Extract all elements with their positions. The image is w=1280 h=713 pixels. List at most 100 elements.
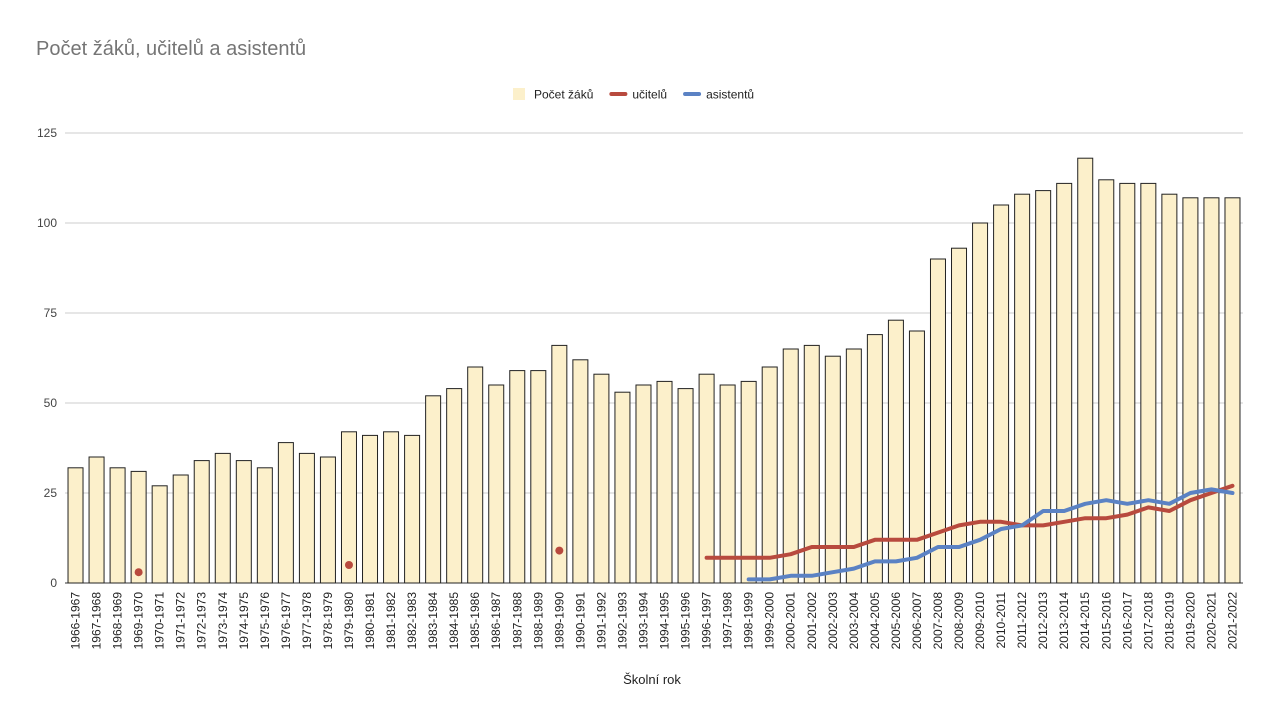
bar — [1161, 193, 1178, 584]
bar — [530, 370, 547, 584]
x-tick-label: 2016-2017 — [1120, 592, 1134, 650]
x-tick-label: 1982-1983 — [405, 592, 419, 650]
bar — [298, 452, 315, 584]
x-tick-label: 1977-1978 — [300, 592, 314, 650]
line-series-asistentů — [746, 487, 1235, 582]
bar — [1056, 182, 1073, 584]
bar — [929, 258, 946, 584]
x-tick-label: 1966-1967 — [69, 592, 83, 650]
x-axis-title: Školní rok — [623, 672, 681, 687]
x-tick-label: 1970-1971 — [153, 592, 167, 650]
y-tick-label: 75 — [44, 306, 58, 320]
bar — [951, 247, 968, 584]
line-series-učitelů — [704, 483, 1235, 560]
bar — [698, 373, 715, 584]
x-tick-label: 1993-1994 — [636, 592, 650, 650]
y-tick-label: 100 — [37, 216, 57, 230]
bar — [614, 391, 631, 584]
bar — [551, 344, 568, 584]
x-tick-label: 1968-1969 — [111, 592, 125, 650]
x-tick-label: 1988-1989 — [531, 592, 545, 650]
bar — [656, 380, 673, 584]
x-tick-label: 1978-1979 — [321, 592, 335, 650]
line-point-učitelů — [344, 561, 353, 569]
x-tick-label: 1971-1972 — [174, 592, 188, 650]
x-tick-label: 1985-1986 — [468, 592, 482, 650]
legend-swatch — [513, 88, 525, 100]
x-tick-label: 1994-1995 — [658, 592, 672, 650]
x-tick-label: 1973-1974 — [216, 592, 230, 650]
chart-title: Počet žáků, učitelů a asistentů — [36, 38, 307, 60]
x-tick-label: 2014-2015 — [1078, 592, 1092, 650]
x-tick-label: 2011-2012 — [1015, 592, 1029, 649]
bar — [467, 366, 484, 584]
x-tick-label: 2002-2003 — [826, 592, 840, 650]
bar — [425, 395, 442, 584]
bar — [340, 431, 357, 584]
x-tick-label: 1974-1975 — [237, 592, 251, 650]
bar — [404, 434, 421, 584]
bar — [214, 452, 231, 584]
bar — [193, 460, 210, 584]
bar — [1119, 182, 1136, 584]
x-tick-label: 1975-1976 — [258, 592, 272, 650]
y-tick-label: 50 — [44, 396, 58, 410]
x-tick-label: 1995-1996 — [679, 592, 693, 650]
bar — [845, 348, 862, 584]
x-tick-label: 2020-2021 — [1204, 592, 1218, 650]
x-tick-label: 2004-2005 — [868, 592, 882, 650]
y-tick-label: 125 — [37, 126, 57, 140]
bar — [761, 366, 778, 584]
bar — [383, 431, 400, 584]
bar — [509, 370, 526, 584]
x-tick-label: 2003-2004 — [847, 592, 861, 650]
bar — [824, 355, 841, 584]
bar — [130, 470, 147, 584]
bar — [362, 434, 379, 584]
x-tick-label: 1990-1991 — [573, 592, 587, 650]
x-tick-label: 1989-1990 — [552, 592, 566, 650]
x-tick-label: 1997-1998 — [721, 592, 735, 650]
bar — [1077, 157, 1094, 584]
legend-label: asistentů — [706, 88, 754, 102]
x-tick-label: 2017-2018 — [1141, 592, 1155, 650]
bar — [677, 388, 694, 584]
x-tick-label: 1979-1980 — [342, 592, 356, 650]
bar — [446, 388, 463, 584]
x-tick-label: 1969-1970 — [132, 592, 146, 650]
x-tick-label: 1996-1997 — [700, 592, 714, 650]
x-tick-label: 2013-2014 — [1057, 592, 1071, 650]
bar — [887, 319, 904, 584]
x-tick-label: 2001-2002 — [805, 592, 819, 650]
bar — [593, 373, 610, 584]
x-tick-label: 2000-2001 — [784, 592, 798, 650]
bar — [719, 384, 736, 584]
bar — [1182, 197, 1199, 584]
x-tick-label: 1998-1999 — [742, 592, 756, 650]
bar — [109, 467, 126, 584]
legend-label: učitelů — [632, 88, 667, 102]
x-tick-label: 2009-2010 — [973, 592, 987, 650]
bar — [866, 334, 883, 584]
bar — [488, 384, 505, 584]
bar — [972, 222, 989, 584]
x-tick-label: 2015-2016 — [1099, 592, 1113, 650]
x-tick-label: 1983-1984 — [426, 592, 440, 650]
x-tick-label: 2007-2008 — [931, 592, 945, 650]
bar — [67, 467, 84, 584]
x-tick-label: 1980-1981 — [363, 592, 377, 650]
bar — [319, 456, 336, 584]
x-tick-label: 1972-1973 — [195, 592, 209, 650]
x-tick-label: 1992-1993 — [615, 592, 629, 650]
line-point-učitelů — [555, 546, 564, 555]
bar — [993, 204, 1010, 584]
x-tick-label: 1967-1968 — [90, 592, 104, 650]
line-point-učitelů — [134, 568, 143, 577]
x-tick-label: 1976-1977 — [279, 592, 293, 650]
legend-label: Počet žáků — [534, 88, 593, 102]
x-tick-label: 2010-2011 — [994, 592, 1008, 649]
y-tick-label: 0 — [50, 576, 57, 590]
bar — [1203, 197, 1220, 584]
bar — [88, 456, 105, 584]
x-tick-label: 1986-1987 — [489, 592, 503, 650]
